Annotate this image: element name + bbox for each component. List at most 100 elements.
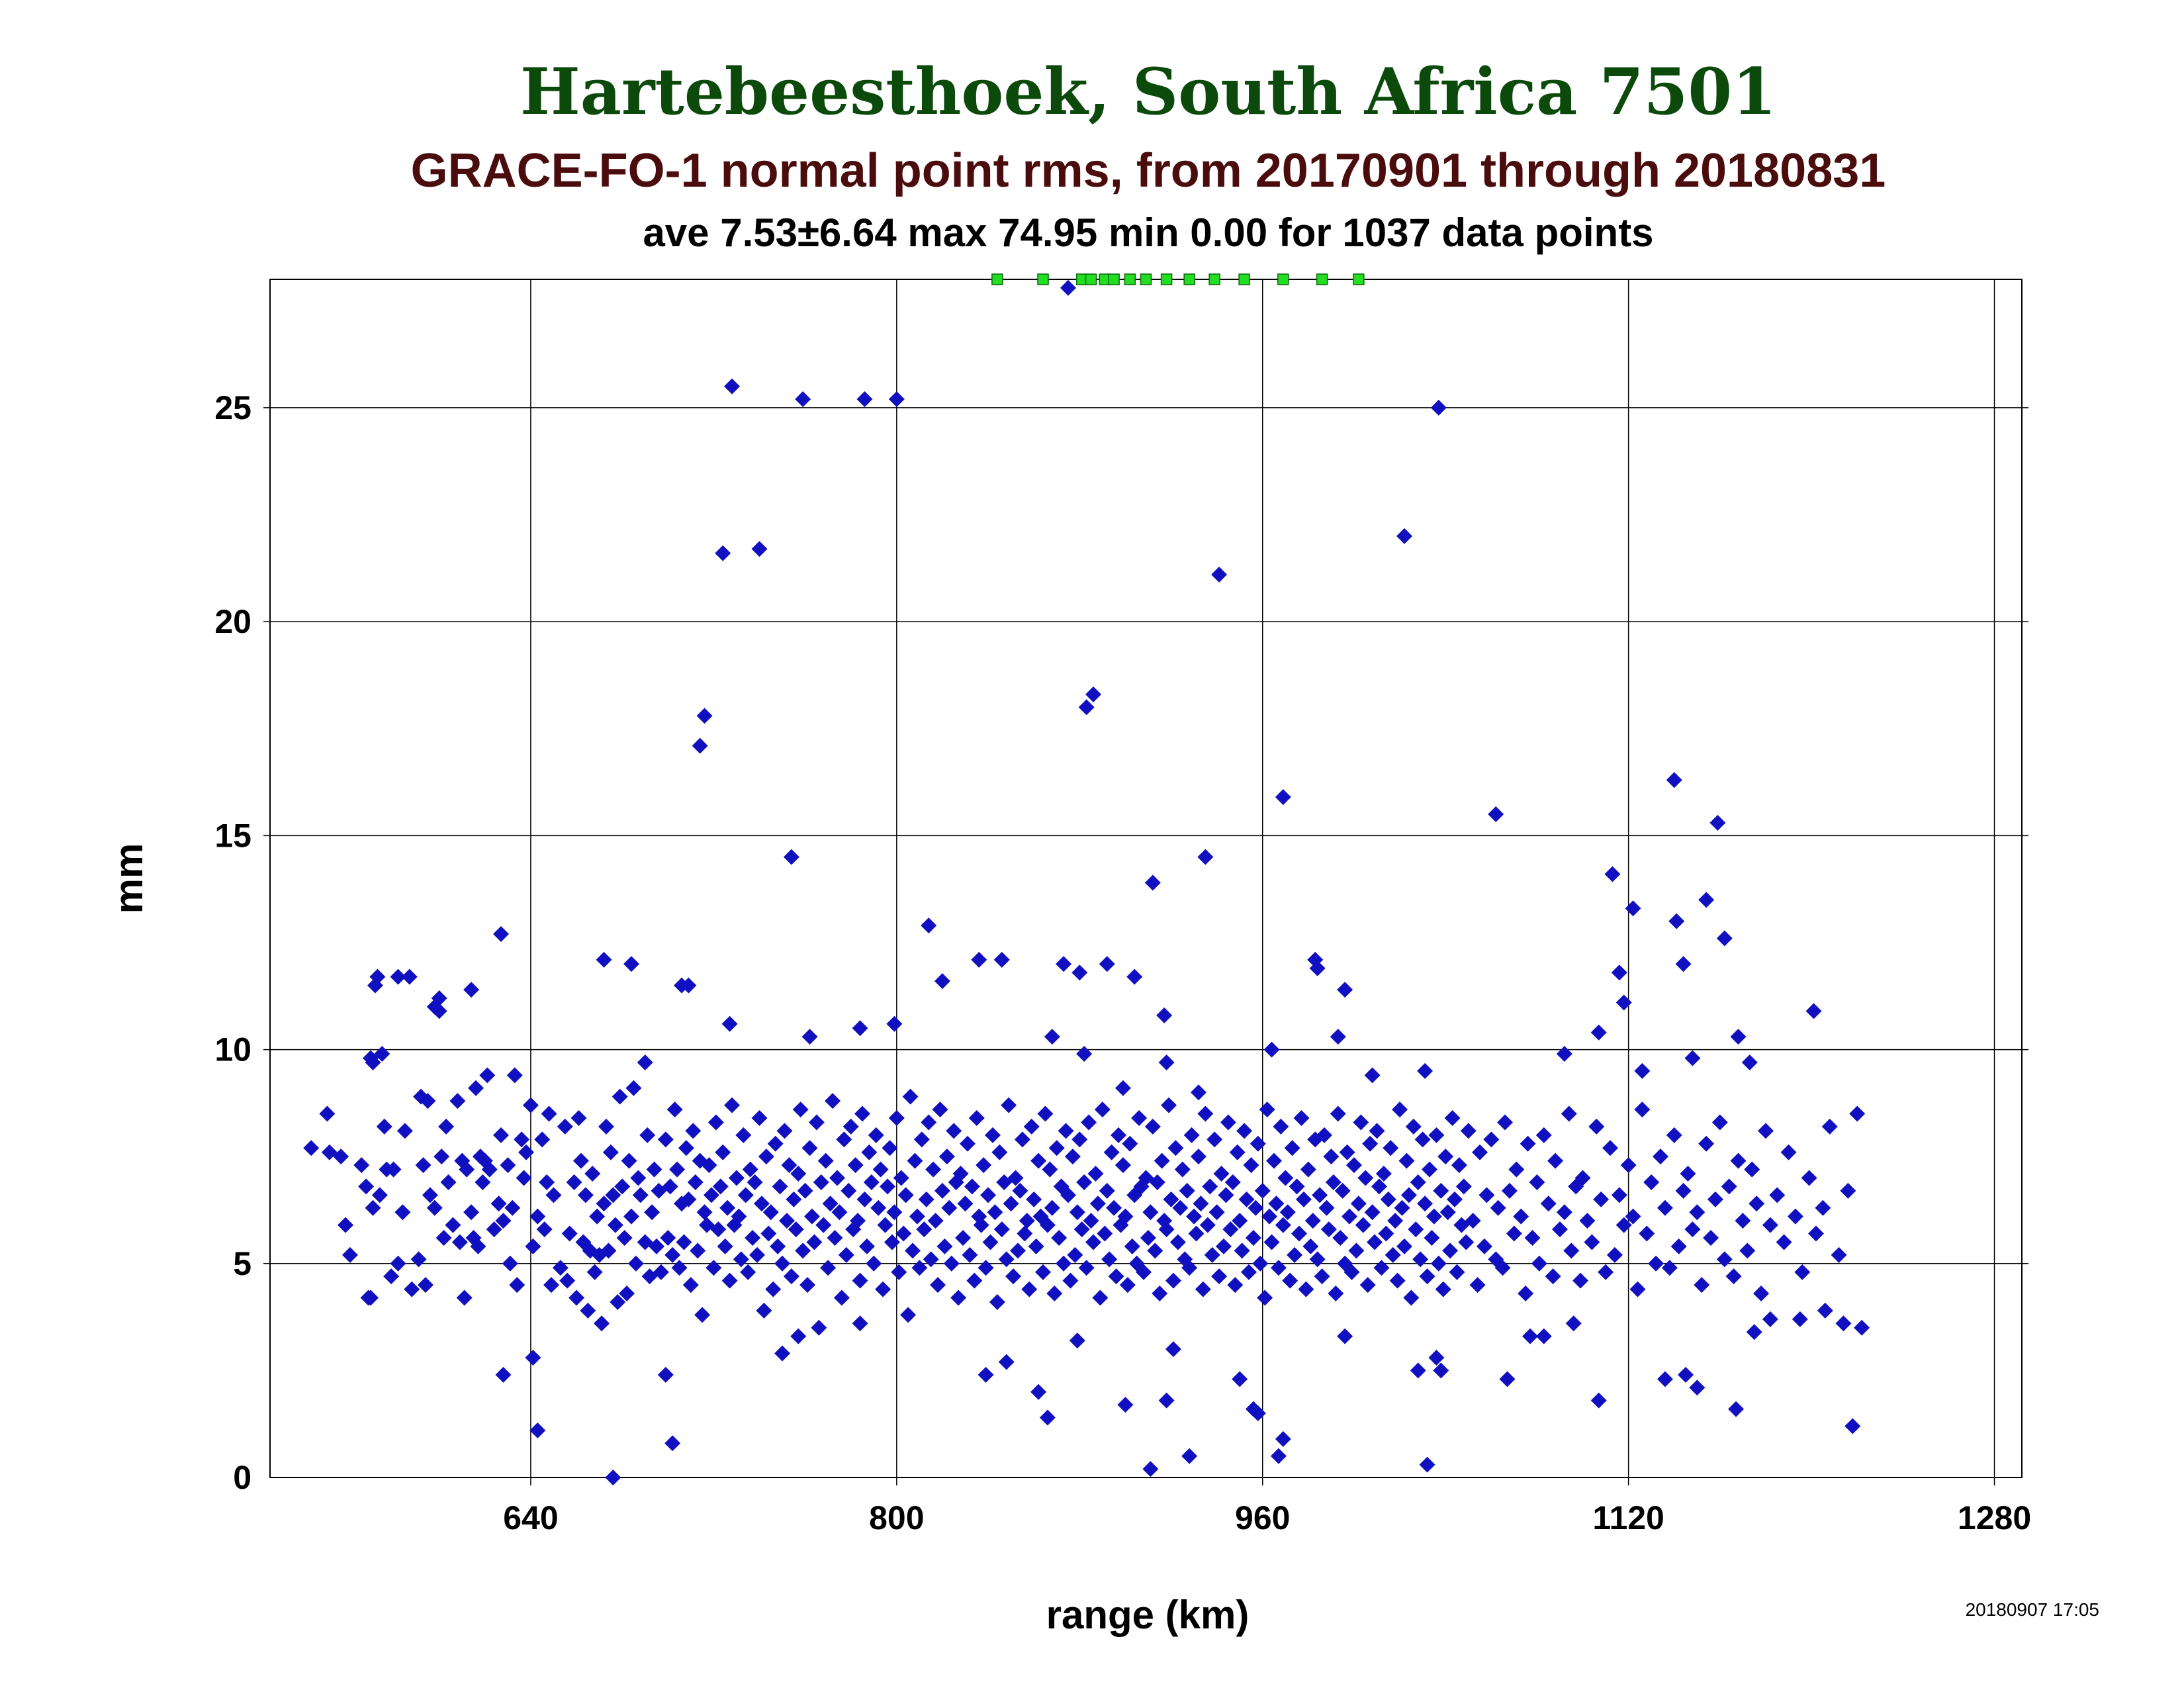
data-point xyxy=(1234,1243,1250,1259)
data-point xyxy=(1083,1213,1099,1229)
chart-title: Hartebeesthoek, South Africa 7501 xyxy=(520,54,1776,129)
data-point xyxy=(1524,1230,1541,1246)
data-point xyxy=(909,1208,925,1225)
y-tick-label: 15 xyxy=(214,817,251,854)
data-point xyxy=(1373,1260,1390,1276)
data-point xyxy=(621,1152,637,1169)
data-point xyxy=(431,990,447,1006)
data-point xyxy=(1721,1178,1737,1195)
data-point xyxy=(577,1187,594,1203)
data-point xyxy=(1314,1268,1330,1285)
data-point xyxy=(468,1080,484,1096)
data-point xyxy=(1433,1182,1449,1199)
data-point xyxy=(1684,1050,1701,1066)
data-point xyxy=(1389,1272,1406,1289)
data-point xyxy=(1304,1213,1321,1229)
data-point xyxy=(831,1204,848,1221)
data-point xyxy=(1757,1123,1774,1139)
data-point xyxy=(1270,1448,1287,1464)
data-point xyxy=(690,1243,706,1259)
offscale-marker xyxy=(1183,273,1195,285)
data-point xyxy=(930,1277,946,1293)
data-point xyxy=(1801,1170,1817,1186)
data-point xyxy=(747,1174,763,1190)
data-point xyxy=(753,1196,770,1212)
data-point xyxy=(514,1131,530,1148)
data-point xyxy=(991,1144,1008,1160)
data-point xyxy=(1140,1230,1156,1246)
data-point xyxy=(978,1366,994,1383)
data-point xyxy=(1248,1199,1264,1216)
data-point xyxy=(1776,1234,1792,1250)
data-point xyxy=(630,1170,647,1186)
data-point xyxy=(1362,1135,1379,1152)
data-point xyxy=(705,1260,722,1276)
data-point xyxy=(390,968,406,985)
data-point xyxy=(1081,1114,1097,1131)
data-point xyxy=(797,1182,813,1199)
data-point xyxy=(426,1199,443,1216)
data-point xyxy=(534,1131,551,1148)
data-point xyxy=(1295,1191,1312,1207)
data-point xyxy=(774,1345,791,1362)
data-point xyxy=(1357,1170,1374,1186)
data-point xyxy=(957,1196,974,1212)
data-point xyxy=(1405,1118,1422,1135)
data-point xyxy=(1172,1199,1189,1216)
data-point xyxy=(1318,1199,1335,1216)
data-point xyxy=(978,1260,994,1276)
data-point xyxy=(1320,1221,1337,1238)
data-point xyxy=(1156,1007,1173,1023)
data-point xyxy=(1364,1204,1381,1221)
data-point xyxy=(1428,1350,1445,1366)
data-point xyxy=(1136,1264,1152,1280)
data-point xyxy=(1435,1281,1451,1297)
data-point xyxy=(781,1157,797,1174)
y-tick-label: 5 xyxy=(233,1245,251,1282)
data-point xyxy=(1661,1260,1678,1276)
data-point xyxy=(897,1187,914,1203)
offscale-marker xyxy=(1353,273,1365,285)
data-point xyxy=(808,1114,825,1131)
data-point xyxy=(1208,1204,1225,1221)
data-point xyxy=(1060,1187,1077,1203)
data-point xyxy=(584,1166,601,1182)
data-point xyxy=(390,1255,406,1272)
data-point xyxy=(1648,1255,1664,1272)
data-point xyxy=(1124,1238,1140,1254)
data-point xyxy=(952,1166,969,1182)
data-point xyxy=(841,1182,857,1199)
data-point xyxy=(1316,1127,1333,1143)
data-point xyxy=(1181,1448,1198,1464)
data-point xyxy=(966,1272,983,1289)
data-point xyxy=(1197,849,1214,865)
data-point xyxy=(657,1366,674,1383)
data-point xyxy=(1202,1178,1218,1195)
data-point xyxy=(927,1213,944,1229)
data-point xyxy=(1408,1221,1424,1238)
data-point xyxy=(543,1277,560,1293)
data-point xyxy=(596,951,612,968)
data-point xyxy=(435,1230,452,1246)
data-point xyxy=(1115,1080,1131,1096)
data-point xyxy=(639,1127,656,1143)
data-point xyxy=(941,1199,958,1216)
data-point xyxy=(1021,1281,1038,1297)
data-point xyxy=(1044,1029,1060,1045)
data-point xyxy=(580,1302,596,1319)
data-point xyxy=(1039,1217,1056,1233)
data-point xyxy=(1034,1264,1051,1280)
data-point xyxy=(778,1213,795,1229)
data-point xyxy=(1753,1286,1770,1302)
data-point xyxy=(1037,1105,1054,1122)
data-point xyxy=(1236,1123,1253,1139)
data-point xyxy=(1144,874,1161,891)
data-point xyxy=(854,1105,871,1122)
data-point xyxy=(893,1170,909,1186)
data-point xyxy=(1275,1217,1291,1233)
data-point xyxy=(1497,1114,1514,1131)
data-point xyxy=(1193,1196,1209,1212)
data-point xyxy=(1643,1174,1660,1190)
data-point xyxy=(490,1196,507,1212)
data-point xyxy=(319,1105,336,1122)
